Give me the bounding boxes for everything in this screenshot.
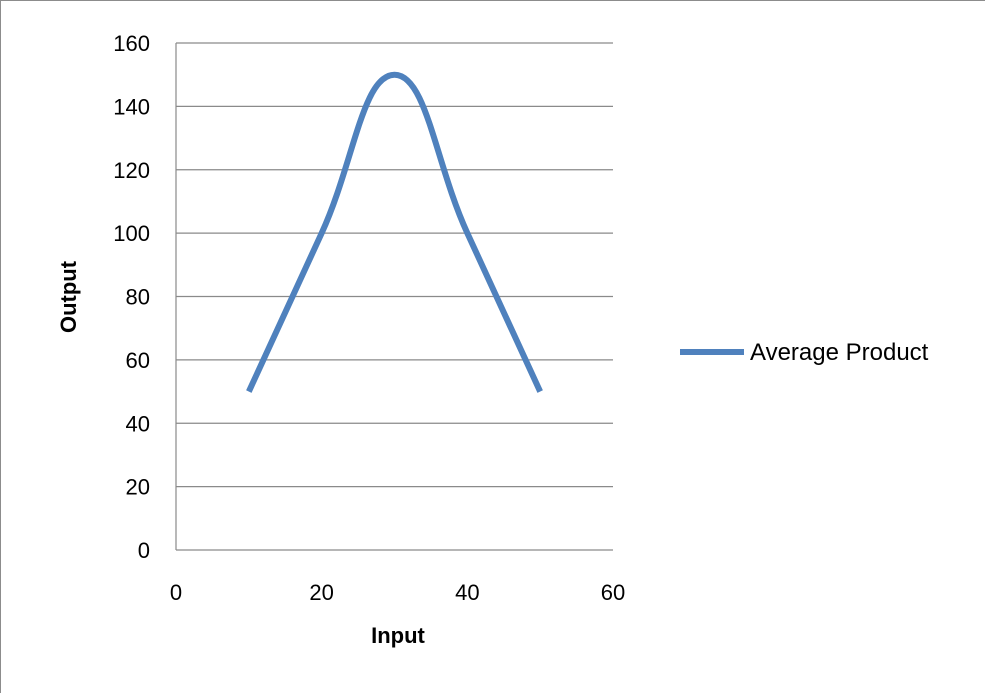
y-tick-label: 100 bbox=[113, 221, 150, 246]
x-tick-label: 40 bbox=[455, 580, 479, 605]
series-lines bbox=[246, 71, 543, 393]
x-tick-label: 0 bbox=[170, 580, 182, 605]
y-tick-label: 40 bbox=[126, 411, 150, 436]
axes bbox=[175, 43, 613, 551]
x-tick-label: 20 bbox=[309, 580, 333, 605]
x-axis-title: Input bbox=[371, 623, 425, 648]
gridlines bbox=[176, 42, 613, 488]
legend: Average Product bbox=[680, 339, 929, 366]
x-tick-label: 60 bbox=[601, 580, 625, 605]
y-axis-title: Output bbox=[56, 260, 81, 333]
y-tick-label: 20 bbox=[126, 475, 150, 500]
y-tick-label: 140 bbox=[113, 94, 150, 119]
y-tick-label: 120 bbox=[113, 158, 150, 183]
y-tick-label: 80 bbox=[126, 285, 150, 310]
y-tick-label: 60 bbox=[126, 348, 150, 373]
legend-series-label: Average Product bbox=[750, 339, 929, 366]
y-tick-label: 160 bbox=[113, 31, 150, 56]
series-line-0 bbox=[246, 71, 543, 393]
tick-labels: 0 20 40 60 80 100 120 140 160 0 20 40 60 bbox=[113, 31, 625, 605]
y-tick-label: 0 bbox=[138, 538, 150, 563]
